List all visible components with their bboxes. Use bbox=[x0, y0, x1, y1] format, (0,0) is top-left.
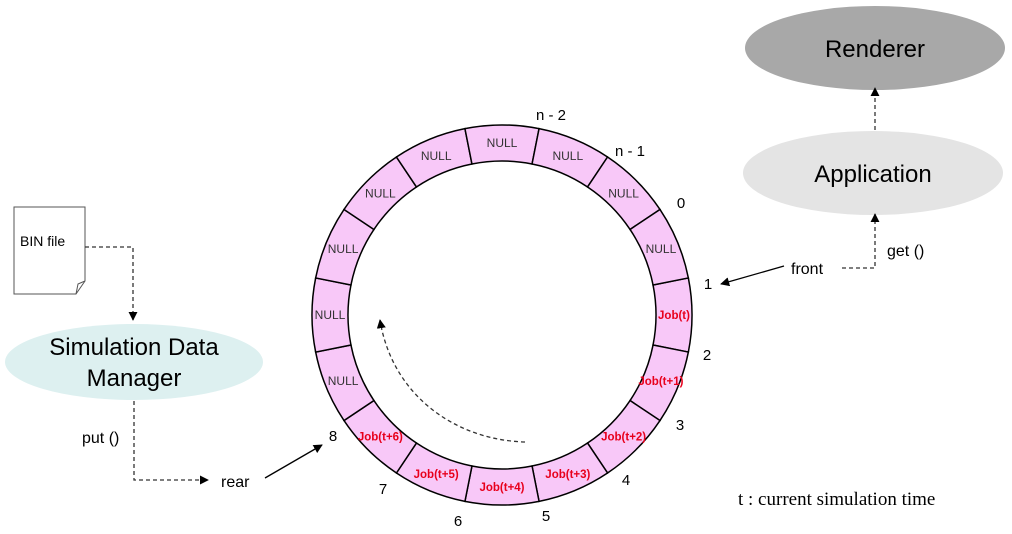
renderer-node bbox=[745, 6, 1005, 90]
buffer-slot-label: NULL bbox=[315, 308, 346, 322]
front-label: front bbox=[791, 261, 824, 278]
buffer-slot-label: NULL bbox=[421, 149, 452, 163]
buffer-index-label: 8 bbox=[329, 428, 337, 445]
get-label: get () bbox=[887, 243, 924, 260]
put-label: put () bbox=[82, 430, 119, 447]
renderer-label: Renderer bbox=[825, 36, 925, 63]
buffer-slot-labels: Job(t) Job(t+1) Job(t+2) Job(t+3) Job(t+4) Jo… bbox=[315, 136, 690, 494]
buffer-slot-label: Job(t) bbox=[658, 310, 690, 322]
buffer-index-label: 6 bbox=[454, 513, 462, 530]
buffer-index-label: n - 2 bbox=[536, 107, 566, 124]
buffer-index-label: 7 bbox=[379, 481, 387, 498]
buffer-slot-label: Job(t+1) bbox=[638, 376, 683, 388]
buffer-slot-label: Job(t+5) bbox=[414, 469, 459, 481]
bin-file-label: BIN file bbox=[20, 233, 65, 249]
bin-to-manager-arrow bbox=[85, 246, 138, 321]
application-label: Application bbox=[814, 161, 931, 188]
buffer-index-label: 5 bbox=[542, 508, 550, 525]
time-legend: t : current simulation time bbox=[738, 489, 935, 510]
manager-to-rear-arrow bbox=[133, 401, 209, 485]
front-pointer-arrow bbox=[720, 265, 785, 287]
rear-pointer-arrow bbox=[264, 444, 323, 479]
buffer-index-label: 2 bbox=[703, 347, 711, 364]
bin-file-corner bbox=[75, 280, 86, 295]
buffer-index-label: 3 bbox=[676, 417, 684, 434]
buffer-slot-label: Job(t+6) bbox=[358, 432, 403, 444]
buffer-index-label: 1 bbox=[704, 276, 712, 293]
buffer-slot-label: NULL bbox=[646, 242, 677, 256]
front-to-application-arrow bbox=[842, 213, 880, 269]
buffer-slot-label: Job(t+2) bbox=[601, 432, 646, 444]
bin-file-icon bbox=[13, 206, 86, 295]
advance-direction-arrow bbox=[376, 319, 526, 443]
buffer-slot-label: NULL bbox=[608, 186, 639, 200]
buffer-slot-label: Job(t+4) bbox=[479, 482, 524, 494]
manager-label-line2: Manager bbox=[87, 365, 182, 392]
rear-label: rear bbox=[221, 474, 250, 491]
buffer-slot bbox=[629, 208, 690, 286]
buffer-index-label: 0 bbox=[677, 195, 685, 212]
application-node bbox=[743, 131, 1003, 215]
simulation-data-manager-node bbox=[5, 324, 263, 400]
circular-buffer-ring bbox=[311, 124, 693, 506]
manager-label-line1: Simulation Data bbox=[49, 334, 219, 361]
buffer-slot-label: NULL bbox=[487, 136, 518, 150]
buffer-slot-label: NULL bbox=[328, 242, 359, 256]
buffer-index-label: n - 1 bbox=[615, 143, 645, 160]
buffer-index-labels: 1 2 3 4 5 6 7 8 n - 2 n - 1 0 bbox=[329, 107, 712, 530]
buffer-slot-label: Job(t+3) bbox=[545, 469, 590, 481]
buffer-slot-label: NULL bbox=[552, 149, 583, 163]
buffer-slot-label: NULL bbox=[328, 374, 359, 388]
buffer-index-label: 4 bbox=[622, 472, 630, 489]
buffer-slot-label: NULL bbox=[365, 186, 396, 200]
